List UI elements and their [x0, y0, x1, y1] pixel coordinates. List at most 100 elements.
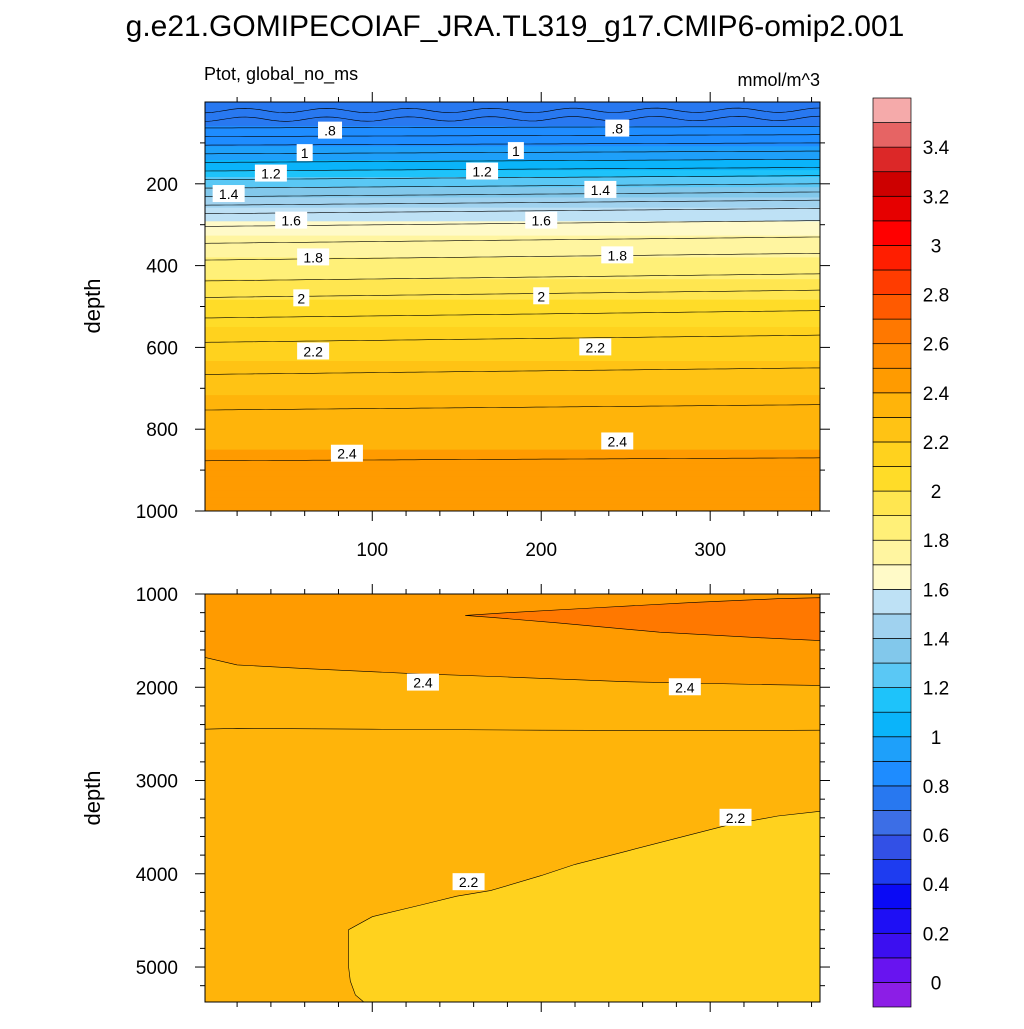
field-band: [205, 326, 820, 335]
colorbar-box: [872, 539, 912, 566]
contour-label-box: [668, 678, 701, 696]
field-band: [205, 347, 820, 355]
field-band: [205, 257, 820, 263]
contour-label-box: [533, 287, 550, 305]
colorbar-tick-label: 2.6: [923, 335, 949, 356]
y-tick-label: 1000: [136, 585, 178, 606]
y-tick-label: 5000: [136, 958, 178, 979]
y-tick-label: 600: [146, 338, 178, 359]
field-band: [205, 289, 820, 294]
bottom-contour-labels: 2.4 2.4 2.2 2.2: [406, 673, 752, 891]
contour-label: 1.2: [261, 166, 281, 182]
contour-label: 1.2: [472, 164, 492, 180]
contour-label-box: [275, 211, 308, 229]
colorbar-tick-label: 2.2: [923, 433, 949, 454]
contour-line: [205, 657, 820, 686]
contour-line: [205, 126, 820, 129]
contour-line: [205, 199, 820, 206]
contour-label-box: [584, 180, 617, 198]
contour-line: [205, 236, 820, 244]
contour-label-box: [254, 164, 287, 182]
contour-line: [205, 208, 820, 214]
field-band: [205, 476, 820, 485]
contour-line: [205, 404, 820, 411]
field-band: [205, 446, 820, 451]
colorbar-box: [872, 343, 912, 369]
field-band: [205, 313, 820, 321]
top-subtitle-left: Ptot, global_no_ms: [204, 64, 358, 85]
field-band: [205, 173, 820, 178]
field-band: [205, 279, 820, 284]
field-band: [205, 282, 820, 287]
field-band: [205, 132, 820, 137]
colorbar-tick-label: 0: [931, 973, 942, 994]
field-band: [205, 230, 820, 234]
colorbar-box: [872, 195, 912, 222]
field-band: [205, 163, 820, 168]
colorbar-box: [872, 736, 912, 762]
field-band: [205, 139, 820, 144]
colorbar-box: [872, 810, 912, 836]
contour-label-box: [507, 142, 524, 160]
colorbar-box: [872, 417, 912, 443]
colorbar-box: [872, 441, 912, 467]
bottom-fill: [205, 594, 820, 1002]
colorbar: 0 0.2 0.4 0.6 0.8 1 1.2 1.4 1.6 1.8 2 2.2 2.4 2.6 2.8 3…: [872, 97, 950, 1008]
contour-line: [205, 310, 820, 319]
field-band: [205, 333, 820, 342]
bottom-frame: [204, 593, 821, 1003]
colorbar-tick-label: 0.2: [923, 924, 949, 945]
contour-line: [205, 159, 820, 163]
colorbar-tick-label: 0.8: [923, 777, 949, 798]
contour-label: 2: [537, 288, 545, 304]
field-band: [205, 303, 820, 308]
colorbar-tick-label: 3.4: [923, 138, 950, 159]
top-subtitle-right: mmol/m^3: [738, 70, 820, 90]
contour-line: [205, 273, 820, 282]
field-band: [205, 449, 820, 454]
field-band: [205, 456, 820, 461]
field-band: [205, 381, 820, 389]
field-band: [205, 466, 820, 471]
field-band: [205, 253, 820, 259]
field-band: [205, 401, 820, 410]
contour-label: 1.6: [531, 213, 551, 229]
contour-label: 2.4: [337, 446, 357, 462]
colorbar-box: [872, 122, 912, 148]
field-band: [205, 408, 820, 417]
field-band: [205, 395, 820, 403]
contour-line: [205, 334, 820, 343]
colorbar-box: [872, 687, 912, 713]
y-tick-label: 400: [146, 257, 178, 278]
field-band: [205, 217, 820, 222]
contour-line: [465, 597, 820, 641]
field-band: [205, 442, 820, 447]
field-band: [205, 105, 820, 110]
colorbar-box: [872, 515, 912, 541]
bottom-contour-lines: [205, 597, 820, 1002]
field-band: [205, 470, 820, 478]
contour-label-box: [601, 432, 634, 450]
contour-label: 1.8: [303, 249, 323, 265]
colorbar-box: [872, 638, 912, 664]
y-tick-label: 200: [146, 175, 178, 196]
contour-line: [205, 191, 820, 197]
field-band: [205, 415, 820, 423]
field-band: [205, 197, 820, 202]
field-band: [205, 429, 820, 434]
colorbar-box: [872, 245, 912, 271]
contour-label: 1.4: [219, 186, 239, 202]
field-band: [205, 211, 820, 216]
bottom-panel: depth 2.4 2.4 2.2 2.2 1000 2000 3000 4000 5000: [80, 584, 830, 1012]
field-band: [205, 180, 820, 185]
contour-label: 1.4: [591, 182, 611, 198]
field-band: [205, 286, 820, 291]
contour-label-box: [525, 211, 558, 229]
field-band: [205, 296, 820, 301]
field-band: [205, 272, 820, 277]
field-band: [205, 235, 820, 239]
contour-label: 2.2: [459, 874, 479, 890]
colorbar-tick-label: 1.8: [923, 531, 949, 552]
field-band: [205, 269, 820, 274]
